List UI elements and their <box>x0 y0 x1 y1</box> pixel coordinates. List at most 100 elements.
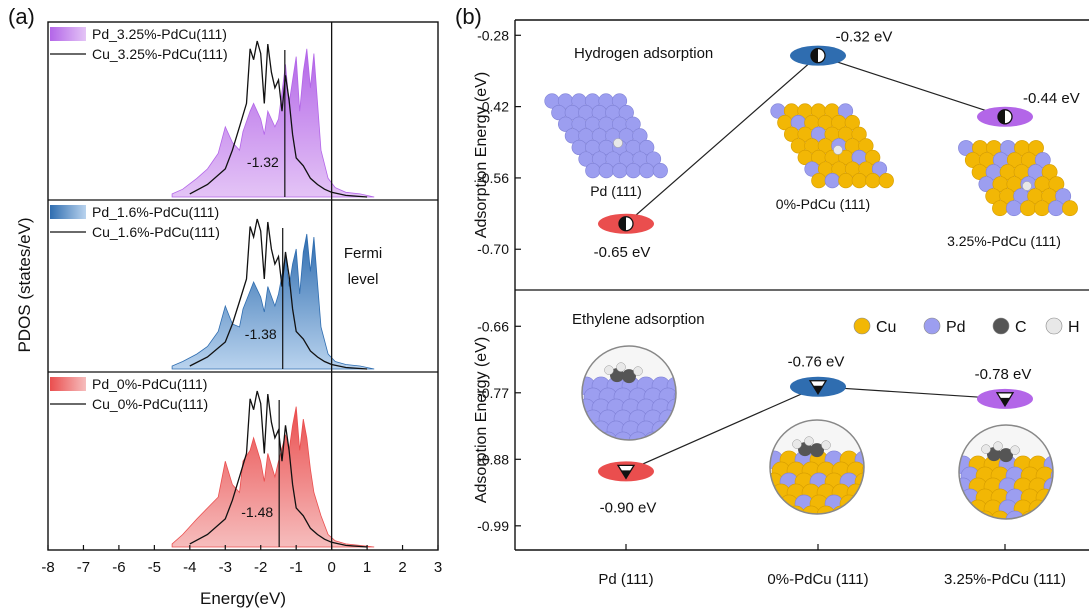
pd-atom <box>628 431 648 440</box>
pdcu325-ethylene-view <box>958 424 1054 520</box>
legend-label-pd: Pd_1.6%-PdCu(111) <box>92 204 219 220</box>
triangle-symbol-fill <box>1000 397 1010 406</box>
cu-atom <box>1035 510 1053 519</box>
x-tick-label: -1 <box>290 559 303 576</box>
pd-atom <box>651 420 671 440</box>
y-tick-label: -0.42 <box>477 99 509 115</box>
legend-label-cu: Cu_0%-PdCu(111) <box>92 396 208 412</box>
legend-atom-label: H <box>1068 319 1080 336</box>
panel-b-ylabel-bottom: Adsorption Energy (eV) <box>473 337 490 503</box>
pd-atom <box>673 387 676 407</box>
pd-atom <box>611 93 628 109</box>
bubble-outline <box>769 419 865 515</box>
pd-atom <box>585 163 601 179</box>
h-atom <box>792 439 802 449</box>
pd-atom <box>1034 152 1051 168</box>
pd-atom <box>871 161 888 177</box>
x-tick-label: -2 <box>254 559 267 576</box>
cu-atom <box>1034 200 1050 217</box>
pdos-subplot-1 <box>171 40 375 198</box>
category-label: 3.25%-PdCu (111) <box>944 571 1066 588</box>
d-band-center-label: -1.32 <box>247 154 279 170</box>
category-label: Pd (111) <box>598 571 653 588</box>
x-tick-label: 0 <box>327 559 335 576</box>
energy-value-label: -0.90 eV <box>600 499 657 516</box>
legend-swatch-pd <box>50 27 86 41</box>
cu-atom <box>1048 176 1065 193</box>
legend-label-cu: Cu_3.25%-PdCu(111) <box>92 46 228 62</box>
x-tick-label: -8 <box>41 559 54 576</box>
panel-b-ylabel-top: Adsorption Energy (eV) <box>473 72 490 238</box>
panel-b-ticks: -0.28 -0.42 -0.56 -0.70 -0.66 -0.77 -0.88 -0.99… <box>477 27 1066 588</box>
half-circle-fill <box>811 48 818 63</box>
energy-value-label: -0.65 eV <box>594 244 651 261</box>
d-band-center-label: -1.38 <box>245 326 277 342</box>
pd-atom <box>1005 510 1025 519</box>
structure-images <box>544 93 1078 520</box>
pd-atom <box>666 420 676 440</box>
pdcu0-hydrogen-slab <box>770 103 894 189</box>
legend-label-pd: Pd_0%-PdCu(111) <box>92 376 207 392</box>
pd-atom <box>632 128 648 144</box>
cu-atom <box>865 173 881 189</box>
pd-atom <box>1050 466 1053 486</box>
pdcu0-ethylene-view <box>769 419 865 515</box>
d-band-center-label: -1.48 <box>241 504 273 520</box>
cu-atom <box>992 200 1008 217</box>
half-circle-fill <box>619 216 626 231</box>
cu-atom <box>1020 510 1040 519</box>
panel-a-frame <box>47 21 439 551</box>
cu-atom <box>861 505 864 514</box>
cu-atom <box>1041 164 1058 180</box>
panel-a-xlabel: Energy(eV) <box>200 589 286 608</box>
cu-atom <box>851 173 867 189</box>
pdos-overlay: -1.32 Pd_3.25%-PdCu(111) Cu_3.25%-PdCu(111… <box>50 22 333 550</box>
h-adatom <box>613 138 623 148</box>
legend-atom-pd <box>923 317 941 335</box>
y-tick-label: -0.77 <box>477 385 509 401</box>
category-label: 0%-PdCu (111) <box>767 571 868 588</box>
pd-atom <box>837 103 854 119</box>
pd-atom <box>1055 188 1072 205</box>
pd-atom <box>770 494 784 514</box>
pd-atom <box>613 431 633 440</box>
pd-atom <box>598 163 614 179</box>
pd-atom <box>645 151 662 167</box>
struct-label-pdcu325: 3.25%-PdCu (111) <box>947 233 1061 249</box>
pd-atom <box>673 431 676 440</box>
cu-atom <box>816 505 836 514</box>
pd-atom <box>583 431 603 440</box>
pd-atom <box>1048 200 1064 217</box>
cu-atom <box>831 505 851 514</box>
x-tick-label: 2 <box>398 559 406 576</box>
c-atom <box>810 443 824 458</box>
bubble-atoms <box>770 420 864 514</box>
pdos-subplot-3 <box>171 390 375 548</box>
c-atom <box>622 369 636 384</box>
pd-atom <box>1043 499 1053 519</box>
h-atom <box>633 366 643 376</box>
panel-b-letter: (b) <box>455 4 482 29</box>
y-tick-label: -0.66 <box>477 318 509 334</box>
ethylene-energy-plot: -0.90 eV -0.76 eV -0.78 eV <box>598 354 1033 516</box>
pd-atom <box>1006 200 1022 217</box>
legend-atom-c <box>992 317 1010 335</box>
y-tick-label: -0.28 <box>477 27 509 43</box>
pd-atom <box>582 420 596 440</box>
energy-value-label: -0.76 eV <box>788 354 845 371</box>
triangle-symbol-fill <box>621 470 631 479</box>
legend-label-cu: Cu_1.6%-PdCu(111) <box>92 224 220 240</box>
x-tick-label: 1 <box>363 559 371 576</box>
x-tick-label: 3 <box>434 559 442 576</box>
bubble-outline <box>581 345 677 441</box>
pd-atom <box>1050 510 1053 519</box>
x-tick-label: -6 <box>112 559 125 576</box>
h-atom <box>821 440 831 450</box>
pd-atom <box>625 116 641 132</box>
cu-atom <box>1028 140 1044 156</box>
pd-atom <box>652 163 668 179</box>
x-tick-label: -7 <box>77 559 90 576</box>
legend-atom-h <box>1045 317 1063 335</box>
fermi-label-line1: Fermi <box>344 245 382 262</box>
x-tick-label: -4 <box>183 559 196 576</box>
